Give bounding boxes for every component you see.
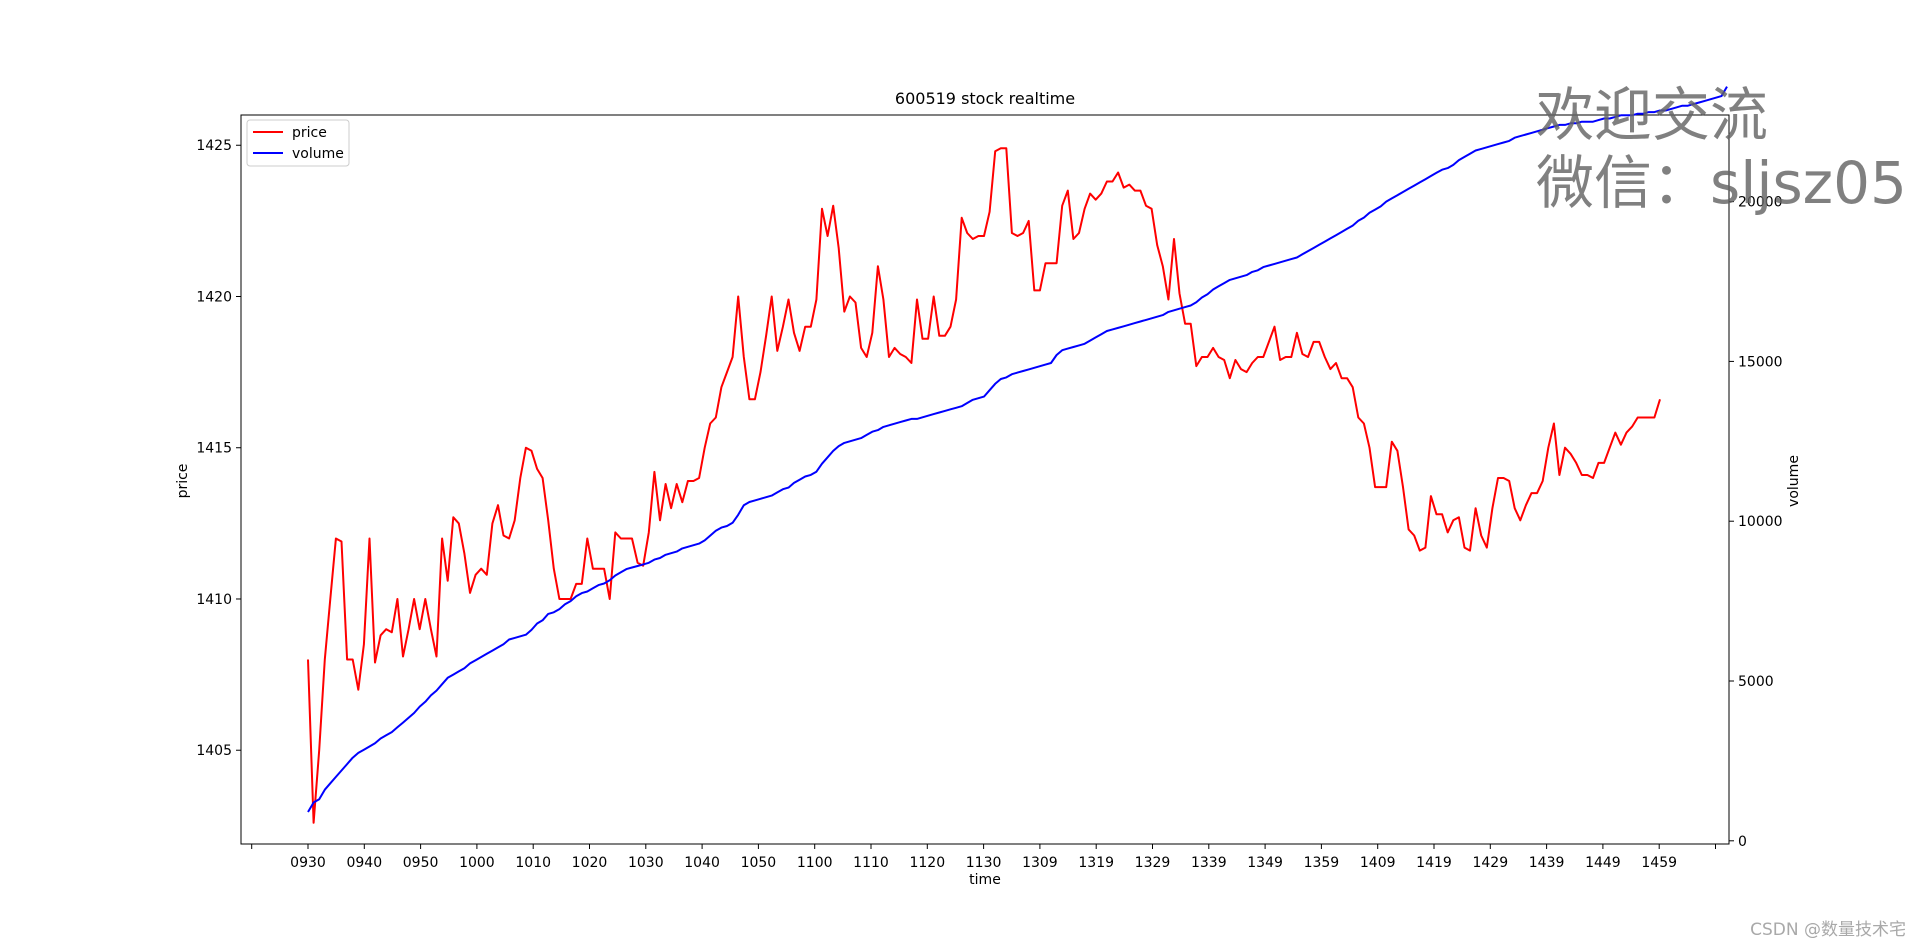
series-line-volume	[307, 86, 1728, 813]
y-axis-left: 1405 1410 1415 1420 1425	[196, 138, 241, 759]
legend: price volume	[246, 119, 350, 167]
x-tick-label: 1050	[741, 855, 777, 871]
y-tick-label: 1405	[196, 743, 232, 759]
x-tick-label: 1459	[1641, 855, 1677, 871]
y-axis-right: 0 5000 10000 15000 20000	[1729, 195, 1783, 850]
x-axis: 0930 0940 0950 1000 1010 1020 1030 1040 1050 1100…	[251, 844, 1716, 871]
x-axis-label: time	[969, 872, 1001, 888]
x-tick-label: 1040	[684, 855, 720, 871]
y-tick-label: 1415	[196, 441, 232, 457]
x-tick-label: 0950	[403, 855, 439, 871]
x-tick-label: 1319	[1078, 855, 1114, 871]
y2-tick-label: 5000	[1738, 674, 1774, 690]
legend-label-volume: volume	[292, 146, 344, 162]
x-tick-label: 1439	[1529, 855, 1565, 871]
credit-text: CSDN @数量技术宅	[1750, 920, 1906, 940]
x-tick-label: 1020	[572, 855, 608, 871]
x-tick-label: 0940	[346, 855, 382, 871]
y-tick-label: 1425	[196, 138, 232, 154]
series-layer	[307, 86, 1728, 824]
x-tick-label: 0930	[290, 855, 326, 871]
watermark-line-1: 欢迎交流	[1536, 81, 1769, 149]
y2-tick-label: 0	[1738, 834, 1747, 850]
x-tick-label: 1329	[1135, 855, 1171, 871]
x-tick-label: 1349	[1247, 855, 1283, 871]
chart-title: 600519 stock realtime	[895, 89, 1075, 108]
y2-axis-label: volume	[1786, 455, 1802, 507]
x-tick-label: 1449	[1585, 855, 1621, 871]
x-tick-label: 1339	[1191, 855, 1227, 871]
y2-tick-label: 15000	[1738, 354, 1783, 370]
y-tick-label: 1420	[196, 289, 232, 305]
plot-area	[240, 114, 1730, 845]
legend-label-price: price	[292, 125, 327, 141]
y-axis-label: price	[175, 464, 191, 499]
x-tick-label: 1409	[1360, 855, 1396, 871]
plot-frame	[240, 114, 1730, 845]
y2-tick-label: 10000	[1738, 514, 1783, 530]
watermark-line-2: 微信：sljsz05	[1536, 149, 1907, 217]
x-tick-label: 1010	[515, 855, 551, 871]
y-tick-label: 1410	[196, 592, 232, 608]
x-tick-label: 1000	[459, 855, 495, 871]
x-tick-label: 1130	[966, 855, 1002, 871]
x-tick-label: 1309	[1022, 855, 1058, 871]
x-tick-label: 1359	[1304, 855, 1340, 871]
x-tick-label: 1120	[909, 855, 945, 871]
y2-tick-label: 20000	[1738, 195, 1783, 211]
x-tick-label: 1030	[628, 855, 664, 871]
x-tick-label: 1110	[853, 855, 889, 871]
x-tick-label: 1419	[1416, 855, 1452, 871]
series-line-price	[307, 147, 1661, 824]
x-tick-label: 1100	[797, 855, 833, 871]
x-tick-label: 1429	[1472, 855, 1508, 871]
